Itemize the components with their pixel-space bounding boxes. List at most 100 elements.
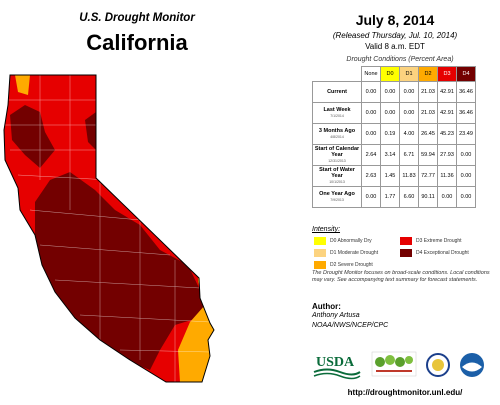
state-outline [3, 74, 215, 383]
legend-swatch-d1 [314, 249, 326, 257]
row-label-date: 7/1/2014 [330, 114, 344, 118]
legend-label-d3: D3 Extreme Drought [416, 238, 462, 244]
legend-swatch-d2 [314, 261, 326, 269]
table-cell: 3.14 [380, 144, 400, 166]
release-date: (Released Thursday, Jul. 10, 2014) [332, 31, 458, 40]
table-cell: 0.00 [399, 102, 419, 124]
table-cell: 0.00 [456, 165, 476, 187]
column-header-none: None [361, 66, 381, 82]
table-cell: 4.00 [399, 123, 419, 145]
legend-label-d1: D1 Moderate Drought [330, 250, 379, 256]
table-cell: 6.60 [399, 186, 419, 208]
table-cell: 0.00 [361, 123, 381, 145]
table-cell: 23.49 [456, 123, 476, 145]
drought-conditions-table: None D0 D1 D2 D3 D4 Current 0.00 0.00 0.00 2… [312, 66, 476, 208]
map-date: July 8, 2014 [355, 12, 435, 28]
column-header-d0: D0 [380, 66, 400, 82]
legend-label-d2: D2 Severe Drought [330, 262, 373, 268]
table-cell: 90.11 [418, 186, 438, 208]
row-label: Current [312, 81, 362, 103]
table-cell: 26.45 [418, 123, 438, 145]
table-row: 3 Months Ago 4/8/2014 0.00 0.19 4.00 26.45 45.… [312, 123, 476, 145]
disclaimer-note: The Drought Monitor focuses on broad-sca… [312, 270, 490, 283]
table-cell: 0.00 [456, 144, 476, 166]
table-cell: 0.00 [380, 102, 400, 124]
row-label: 3 Months Ago 4/8/2014 [312, 123, 362, 145]
legend-label-d4: D4 Exceptional Drought [416, 250, 469, 256]
column-header-d3: D3 [437, 66, 457, 82]
table-row: Current 0.00 0.00 0.00 21.03 42.91 36.46 [312, 81, 476, 103]
column-header-d4: D4 [456, 66, 476, 82]
table-cell: 0.00 [361, 81, 381, 103]
author-organization: NOAA/NWS/NCEP/CPC [312, 322, 389, 329]
legend-label-d0: D0 Abnormally Dry [330, 238, 372, 244]
table-cell: 21.03 [418, 81, 438, 103]
table-corner [313, 67, 362, 82]
legend-title: Intensity: [312, 226, 341, 233]
row-label-date: 12/31/2013 [328, 159, 346, 163]
table-cell: 42.91 [437, 81, 457, 103]
table-title: Drought Conditions (Percent Area) [346, 56, 454, 63]
table-cell: 0.00 [456, 186, 476, 208]
column-header-d2: D2 [418, 66, 438, 82]
table-cell: 11.83 [399, 165, 419, 187]
organization-title: U.S. Drought Monitor [79, 12, 195, 24]
d4-exceptional-region-northeast [85, 112, 96, 150]
table-cell: 0.00 [361, 186, 381, 208]
table-row: One Year Ago 7/9/2013 0.00 1.77 6.60 90.11 0.0… [312, 186, 476, 208]
partner-logos: USDA [313, 351, 484, 380]
row-label: Last Week 7/1/2014 [312, 102, 362, 124]
row-label: One Year Ago 7/9/2013 [312, 186, 362, 208]
table-cell: 1.45 [380, 165, 400, 187]
usda-logo-text: USDA [316, 355, 355, 370]
state-title: California [86, 30, 188, 55]
table-cell: 11.36 [437, 165, 457, 187]
d4-exceptional-region-north [10, 105, 55, 168]
table-cell: 59.94 [418, 144, 438, 166]
table-cell: 2.63 [361, 165, 381, 187]
noaa-logo [460, 353, 484, 377]
d2-severe-region-northwest [15, 75, 30, 95]
d2-severe-region-southeast [178, 262, 214, 382]
row-label-text: 3 Months Ago [318, 128, 356, 134]
table-cell: 0.19 [380, 123, 400, 145]
row-label-text: Start of Water Year [319, 167, 355, 179]
legend-swatch-d3 [400, 237, 412, 245]
author-name: Anthony Artusa [312, 312, 360, 319]
table-cell: 21.03 [418, 102, 438, 124]
row-label-date: 4/8/2014 [330, 135, 344, 139]
usda-logo: USDA [313, 355, 361, 380]
table-row: Start of Water Year 10/1/2013 2.63 1.45 11.8… [312, 165, 476, 187]
row-label-text: Start of Calendar Year [314, 146, 360, 158]
table-cell: 72.77 [418, 165, 438, 187]
row-label-text: Current [327, 89, 347, 95]
drought-map [3, 74, 215, 383]
table-cell: 0.00 [399, 81, 419, 103]
table-cell: 1.77 [380, 186, 400, 208]
table-header-row: None D0 D1 D2 D3 D4 [313, 66, 476, 82]
table-cell: 0.00 [380, 81, 400, 103]
table-cell: 36.46 [456, 102, 476, 124]
county-lines [5, 75, 211, 382]
column-header-d1: D1 [399, 66, 419, 82]
legend-swatch-d0 [314, 237, 326, 245]
d4-exceptional-region-central [35, 172, 210, 370]
table-row: Last Week 7/1/2014 0.00 0.00 0.00 21.03 42.91 3… [312, 102, 476, 124]
table-cell: 45.23 [437, 123, 457, 145]
author-heading: Author: [312, 302, 341, 311]
table-cell: 42.91 [437, 102, 457, 124]
table-cell: 6.71 [399, 144, 419, 166]
row-label-text: One Year Ago [319, 191, 355, 197]
valid-time: Valid 8 a.m. EDT [365, 42, 425, 51]
row-label-date: 7/9/2013 [330, 198, 344, 202]
doc-seal-logo [426, 353, 450, 377]
table-cell: 0.00 [437, 186, 457, 208]
table-cell: 2.64 [361, 144, 381, 166]
row-label-text: Last Week [323, 107, 351, 113]
ndmc-logo [371, 351, 417, 377]
table-cell: 36.46 [456, 81, 476, 103]
legend-swatch-d4 [400, 249, 412, 257]
website-url[interactable]: http://droughtmonitor.unl.edu/ [347, 388, 463, 397]
table-row: Start of Calendar Year 12/31/2013 2.64 3.14… [312, 144, 476, 166]
table-cell: 27.93 [437, 144, 457, 166]
